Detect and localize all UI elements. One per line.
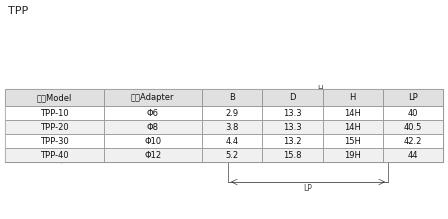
Text: Φ10: Φ10 (144, 136, 161, 145)
Text: 44: 44 (408, 150, 418, 159)
Bar (103, 148, 202, 162)
Text: 14H: 14H (344, 122, 361, 131)
Bar (103, 89, 202, 106)
Bar (263, 106, 323, 120)
Bar (263, 120, 323, 134)
Bar (263, 89, 323, 106)
Bar (5, 106, 443, 120)
Bar (5, 148, 443, 162)
Bar (103, 120, 202, 134)
Text: D: D (402, 134, 408, 143)
Bar (323, 134, 383, 148)
Text: TPP-40: TPP-40 (40, 150, 69, 159)
Text: Φ6: Φ6 (147, 108, 159, 118)
Polygon shape (128, 135, 160, 146)
Bar (103, 106, 202, 120)
Bar (263, 148, 323, 162)
Bar (5, 134, 443, 148)
Bar (253, 122, 275, 156)
Text: 15H: 15H (344, 136, 361, 145)
Text: 13.3: 13.3 (283, 108, 302, 118)
Bar (383, 89, 443, 106)
Bar (5, 120, 443, 134)
Bar (383, 120, 443, 134)
Text: TPP-30: TPP-30 (40, 136, 69, 145)
Text: Φ8: Φ8 (147, 122, 159, 131)
Bar (323, 148, 383, 162)
Text: ΦB: ΦB (400, 104, 411, 113)
Bar (383, 148, 443, 162)
Text: 14H: 14H (344, 108, 361, 118)
Text: 19H: 19H (344, 150, 361, 159)
Bar (202, 89, 263, 106)
Polygon shape (58, 147, 92, 162)
Text: 40.5: 40.5 (404, 122, 422, 131)
Text: H: H (349, 93, 356, 102)
Bar (323, 89, 383, 106)
Text: 5.2: 5.2 (226, 150, 239, 159)
Text: LP: LP (304, 184, 312, 193)
Text: 15.8: 15.8 (283, 150, 302, 159)
Bar (202, 148, 263, 162)
Bar (275, 117, 310, 161)
Bar (202, 134, 263, 148)
Text: Φ12: Φ12 (144, 150, 161, 159)
Polygon shape (62, 153, 89, 162)
Bar (323, 120, 383, 134)
Bar (263, 134, 323, 148)
Bar (330, 121, 388, 147)
Bar (202, 120, 263, 134)
Polygon shape (88, 131, 133, 155)
Text: 40: 40 (408, 108, 418, 118)
Bar (202, 106, 263, 120)
Text: B: B (229, 93, 235, 102)
Text: LP: LP (408, 93, 418, 102)
Text: 13.3: 13.3 (283, 122, 302, 131)
Text: 4.4: 4.4 (226, 136, 239, 145)
Bar (5, 148, 103, 162)
Text: 配管Adapter: 配管Adapter (131, 93, 175, 102)
Text: 13.2: 13.2 (283, 136, 302, 145)
Text: 2.9: 2.9 (226, 108, 239, 118)
Text: TPP-20: TPP-20 (40, 122, 69, 131)
Bar (5, 134, 103, 148)
Bar (323, 106, 383, 120)
Polygon shape (128, 120, 163, 145)
Bar (5, 89, 443, 106)
Bar (228, 127, 253, 151)
Text: H: H (317, 85, 323, 94)
Text: 型号Model: 型号Model (37, 93, 72, 102)
Bar (5, 106, 103, 120)
Text: TPP-10: TPP-10 (40, 108, 69, 118)
Text: 3.8: 3.8 (225, 122, 239, 131)
Bar (103, 134, 202, 148)
Text: TPP: TPP (8, 6, 28, 16)
Bar (310, 114, 330, 161)
Bar (383, 106, 443, 120)
Bar (383, 134, 443, 148)
Bar (5, 89, 443, 162)
Ellipse shape (57, 153, 65, 163)
Text: D: D (289, 93, 296, 102)
Text: 42.2: 42.2 (404, 136, 422, 145)
Bar (5, 89, 103, 106)
Bar (5, 120, 103, 134)
